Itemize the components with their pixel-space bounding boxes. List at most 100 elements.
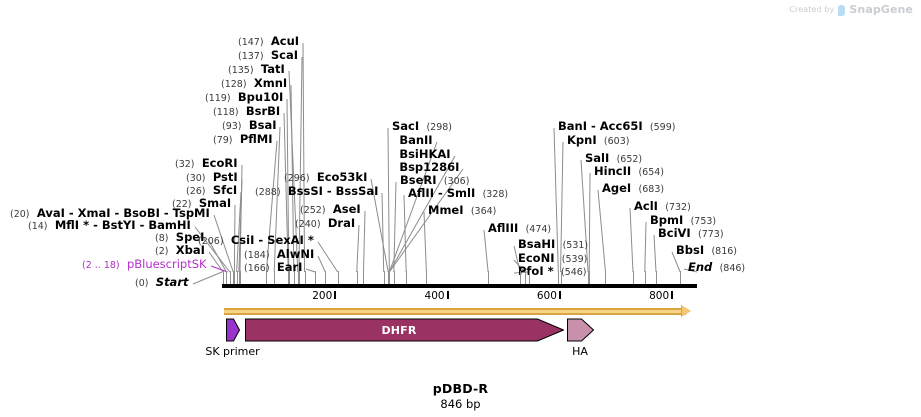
feature-arrow-shape <box>245 318 564 342</box>
feature-sk-primer[interactable]: SK primer <box>205 318 260 358</box>
cut-site-tick <box>644 271 646 284</box>
enzyme-label-mfli[interactable]: (14) MflI * - BstYI - BamHI <box>28 219 191 233</box>
leader-line-csii <box>317 241 339 273</box>
enzyme-label-psti[interactable]: (30) PstI <box>186 171 238 185</box>
enzyme-position: (773) <box>698 229 724 240</box>
leader-line-mmei <box>423 211 427 273</box>
enzyme-label-pbluescriptsk[interactable]: (2 .. 18) pBluescriptSK <box>82 258 207 272</box>
enzyme-position: (252) <box>300 205 326 216</box>
enzyme-label-pflmi[interactable]: (79) PflMI <box>213 133 273 147</box>
enzyme-label-bsahi[interactable]: BsaHI (531) <box>518 238 588 252</box>
enzyme-name: AvaI <box>36 206 65 220</box>
enzyme-label-afliii[interactable]: AflIII (474) <box>488 222 551 236</box>
enzyme-label-tati[interactable]: (135) TatI <box>228 63 285 77</box>
leader-line-xbai <box>208 251 224 273</box>
enzyme-separator: - <box>433 186 447 200</box>
enzyme-label-kpni[interactable]: KpnI (603) <box>567 134 629 148</box>
enzyme-label-hincii[interactable]: HincII (654) <box>594 165 664 179</box>
enzyme-name: BseRI <box>400 173 437 187</box>
enzyme-label-xmni[interactable]: (128) XmnI <box>221 77 287 91</box>
enzyme-label-scai[interactable]: (137) ScaI <box>238 49 298 63</box>
watermark-brand: SnapGene <box>849 3 913 16</box>
ruler-tick <box>334 291 337 299</box>
enzyme-label-xbai[interactable]: (2) XbaI <box>155 244 205 258</box>
enzyme-label-spei[interactable]: (8) SpeI <box>155 231 204 245</box>
base-pair-ruler: 200 400 600 800 <box>222 290 697 305</box>
enzyme-label-bsp1286i[interactable]: Bsp1286I <box>392 161 459 173</box>
enzyme-label-bbsi[interactable]: BbsI (816) <box>676 244 737 258</box>
enzyme-label-csii[interactable]: (206) CsiI - SexAI * <box>198 234 314 248</box>
enzyme-name: BanI <box>558 119 587 133</box>
enzyme-name: PfoI * <box>518 264 554 278</box>
enzyme-position: (328) <box>482 189 509 200</box>
enzyme-label-end[interactable]: End (846) <box>688 261 745 275</box>
enzyme-position: (531) <box>562 240 589 251</box>
enzyme-label-drai[interactable]: (240) DraI <box>295 217 355 231</box>
enzyme-name: Start <box>155 275 189 289</box>
enzyme-label-ecori[interactable]: (32) EcoRI <box>175 157 238 171</box>
enzyme-label-acli[interactable]: AclI (732) <box>634 200 691 214</box>
enzyme-label-acui[interactable]: (147) AcuI <box>238 35 299 49</box>
enzyme-label-bsrbi[interactable]: (118) BsrBI <box>213 105 280 119</box>
enzyme-label-bseri[interactable]: BseRI (306) <box>400 174 469 188</box>
enzyme-name: BamHI <box>148 218 191 232</box>
enzyme-label-sfci[interactable]: (26) SfcI <box>186 184 237 198</box>
enzyme-position: (20) <box>10 209 30 220</box>
cut-site-tick <box>356 271 358 284</box>
enzyme-position: (306) <box>443 176 470 187</box>
enzyme-position: (206) <box>198 236 224 247</box>
enzyme-label-aflii[interactable]: AflII - SmlI (328) <box>408 187 508 201</box>
enzyme-label-sali[interactable]: SalI (652) <box>585 152 642 166</box>
ruler-tick <box>558 291 561 299</box>
cut-site-tick <box>274 271 276 284</box>
enzyme-label-smai[interactable]: (22) SmaI <box>172 197 231 211</box>
feature-arrow-shape <box>226 318 240 342</box>
enzyme-label-econi[interactable]: EcoNI (539) <box>518 252 587 266</box>
enzyme-label-bsai[interactable]: (93) BsaI <box>222 119 276 133</box>
enzyme-position: (732) <box>665 202 691 213</box>
enzyme-name: BsiHKAI <box>399 147 451 161</box>
feature-dhfr[interactable]: DHFR <box>245 318 564 344</box>
enzyme-position: (603) <box>603 136 630 147</box>
enzyme-label-asei[interactable]: (252) AseI <box>300 203 361 217</box>
enzyme-label-saci[interactable]: SacI (298) <box>392 120 452 134</box>
enzyme-name: AflII <box>408 186 434 200</box>
cut-site-tick <box>304 271 306 284</box>
enzyme-name: MmeI <box>428 203 464 217</box>
enzyme-label-agei[interactable]: AgeI (683) <box>602 182 664 196</box>
enzyme-position: (137) <box>238 51 264 62</box>
enzyme-label-start[interactable]: (0) Start <box>135 276 189 290</box>
enzyme-name: Eco53kI <box>316 170 368 184</box>
enzyme-label-bani[interactable]: BanI - Acc65I (599) <box>558 120 675 134</box>
cut-site-tick <box>238 271 240 284</box>
enzyme-label-bsssi[interactable]: (288) BssSI - BssSaI <box>255 185 378 199</box>
enzyme-label-eari[interactable]: (166) EarI <box>244 261 302 275</box>
enzyme-position: (364) <box>470 206 497 217</box>
feature-ha-tag[interactable]: HA <box>567 318 594 358</box>
leader-line-acli <box>629 207 634 273</box>
enzyme-label-pfoi[interactable]: PfoI * (546) <box>518 265 587 279</box>
cut-site-tick <box>315 271 317 284</box>
enzyme-label-avai[interactable]: (20) AvaI - XmaI - BsoBI - TspMI <box>10 207 210 221</box>
enzyme-label-alwni[interactable]: (184) AlwNI <box>244 248 314 262</box>
enzyme-label-bpmi[interactable]: BpmI (753) <box>650 214 716 228</box>
cut-site-tick <box>363 271 365 284</box>
enzyme-position: (652) <box>616 154 643 165</box>
enzyme-name: SacI <box>392 119 420 133</box>
enzyme-name: AclI <box>634 199 658 213</box>
cut-site-tick <box>588 271 590 284</box>
enzyme-label-eco53ki[interactable]: (296) Eco53kI <box>284 171 367 185</box>
enzyme-label-bpu10i[interactable]: (119) Bpu10I <box>205 91 283 105</box>
enzyme-label-bcivi[interactable]: BciVI (773) <box>658 227 724 241</box>
enzyme-label-mmei[interactable]: MmeI (364) <box>428 204 496 218</box>
enzyme-label-banii[interactable]: BanII <box>392 134 432 146</box>
cut-site-tick <box>233 271 235 284</box>
leader-line-saci <box>387 127 390 273</box>
enzyme-position: (846) <box>719 263 746 274</box>
orf-arrow-bottom-edge <box>224 313 686 315</box>
cut-site-tick <box>288 271 290 284</box>
enzyme-label-bsihkai[interactable]: BsiHKAI <box>392 147 451 161</box>
enzyme-position: (135) <box>228 65 254 76</box>
enzyme-name: SpeI <box>175 230 205 244</box>
cut-site-tick <box>632 271 634 284</box>
